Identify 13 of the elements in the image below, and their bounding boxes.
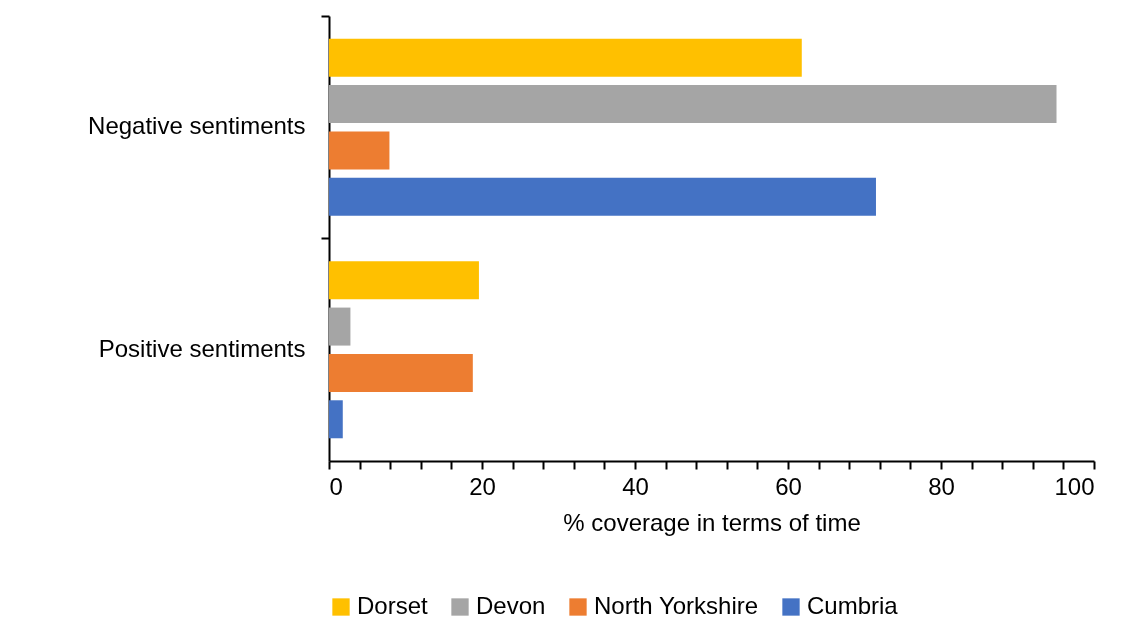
- x-tick-label: 20: [469, 472, 496, 500]
- legend-label: Devon: [476, 592, 546, 619]
- x-tick-label: 40: [622, 472, 649, 500]
- x-axis-title: % coverage in terms of time: [563, 508, 861, 536]
- legend-label: Cumbria: [807, 592, 899, 619]
- y-tick-label: Negative sentiments: [88, 112, 306, 140]
- x-tick-label: 60: [775, 472, 802, 500]
- x-tick-label: 100: [1054, 472, 1095, 500]
- legend-label: North Yorkshire: [594, 592, 759, 619]
- y-tick-label: Positive sentiments: [98, 334, 306, 362]
- legend-label: Dorset: [357, 592, 429, 619]
- x-tick-label: 0: [329, 472, 343, 500]
- x-tick-label: 80: [928, 472, 955, 500]
